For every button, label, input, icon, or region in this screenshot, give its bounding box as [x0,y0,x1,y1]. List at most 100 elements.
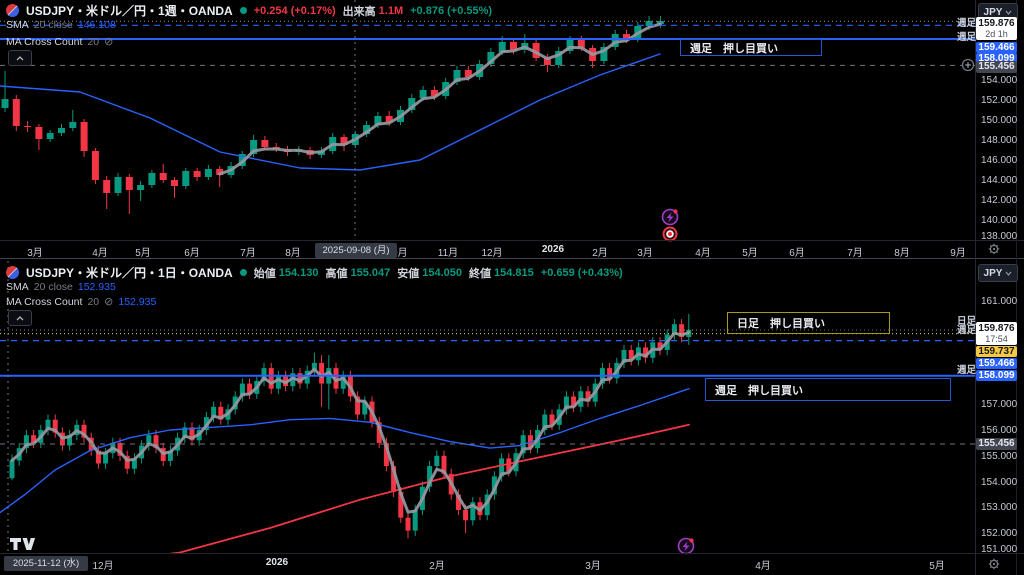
price-tick: 140.000 [981,215,1018,226]
slash-circle-icon: ⊘ [104,36,114,48]
date-tick: 7月 [847,248,863,259]
price-tick: 148.000 [981,135,1018,146]
line-tag-weekly-2: 週足 [956,365,976,376]
date-tick: 2026 [265,557,289,568]
line-tag-daily: 日足 [956,316,976,327]
price-tick: 152.000 [981,528,1018,540]
symbol-header-weekly: USDJPY・米ドル／円・1週・OANDA +0.254 (+0.17%) 出来… [6,2,492,19]
open-label: 始値 [253,267,276,280]
price-axis-border [975,0,976,575]
currency-label: JPY [983,6,1003,18]
level-price-label: 159.466 [976,42,1017,53]
market-status-dot [239,7,247,14]
close-value: 154.815 [494,266,534,279]
date-tick: 3月 [585,561,601,572]
price-tick: 142.000 [981,195,1018,206]
indicator-value: 146.108 [77,19,116,31]
indicator-params: 20 [87,35,100,48]
line-tag-weekly-1: 週足 [956,18,976,29]
crosshair-date-label-daily: 2025-11-12 (水) [4,556,88,571]
indicator-row-macross-daily: MA Cross Count 20 ⊘ 152.935 [6,295,157,309]
date-tick: 2月 [429,561,445,572]
open-value: 154.130 [278,266,319,279]
line-tag-weekly-1: 週足 [956,325,976,336]
slash-circle-icon: ⊘ [104,296,114,308]
indicator-value: 152.935 [118,295,157,308]
ma-cross-line [218,22,662,176]
price-tick: 153.000 [981,502,1018,514]
price-tick: 154.000 [981,476,1018,488]
price-tick: 146.000 [981,155,1018,166]
price-tick: 138.000 [981,231,1018,242]
indicator-params: 20 [87,295,100,308]
volume-label: 出来高 [342,5,376,18]
price-tick: 156.000 [981,425,1018,436]
indicator-name[interactable]: SMA [6,19,29,31]
last-price-label-daily: 159.876 17:54 [976,322,1017,345]
lightning-badge-icon[interactable] [661,208,679,226]
collapse-pane-button[interactable] [8,50,32,66]
bar-countdown: 2d 1h [985,29,1008,39]
level-price-label: 155.456 [976,438,1017,450]
date-tick: 4月 [695,248,711,259]
indicator-name[interactable]: MA Cross Count [6,35,83,48]
sma-line [0,53,661,171]
line-tag-weekly-2: 週足 [956,32,976,43]
gear-icon[interactable] [988,243,1000,255]
currency-selector-daily[interactable]: JPY [978,264,1018,282]
date-tick: 4月 [755,561,771,572]
pane1-plot[interactable] [0,0,975,240]
last-price-label-weekly: 159.876 2d 1h [976,17,1017,40]
low-label: 安値 [397,267,420,280]
annotation-weekly-buy[interactable]: 週足 押し目買い [680,39,822,56]
chevron-up-icon [16,55,24,60]
date-tick: 5月 [742,248,758,259]
indicator-row-sma-daily: SMA 20 close 152.935 [6,281,116,293]
indicator-row-sma-weekly: SMA 20 close 146.108 [6,19,116,31]
date-tick: 9月 [950,248,966,259]
collapse-pane-button[interactable] [8,310,32,326]
ma-cross-line [10,331,691,514]
date-tick: 5月 [929,561,945,572]
chevron-down-icon [1005,10,1012,15]
tradingview-logo[interactable] [10,538,36,550]
indicator-row-macross-weekly: MA Cross Count 20 ⊘ [6,35,114,49]
indicator-params: 20 close [33,19,73,31]
indicator-name[interactable]: SMA [6,281,29,293]
secondary-change: +0.876 (+0.55%) [410,4,493,17]
price-tick: 154.000 [981,75,1018,86]
date-tick: 5月 [135,248,151,259]
high-label: 高値 [325,267,348,280]
price-tick: 152.000 [981,95,1018,106]
symbol-title-daily[interactable]: USDJPY・米ドル／円・1日・OANDA [26,266,233,280]
crosshair-date-label-weekly: 2025-09-08 (月) [315,243,397,258]
price-change: +0.254 (+0.17%) [253,4,336,17]
plus-circle-icon[interactable] [961,58,975,72]
lightning-badge-icon[interactable] [677,537,695,555]
symbol-title-weekly[interactable]: USDJPY・米ドル／円・1週・OANDA [26,4,233,18]
level-price-label: 155.456 [976,61,1017,73]
gear-icon[interactable] [988,558,1000,570]
price-tick: 155.000 [981,450,1018,462]
price-tick: 144.000 [981,175,1018,186]
high-value: 155.047 [350,266,391,279]
sma-line [0,388,690,514]
record-icon[interactable] [662,226,678,242]
level-price-label: 158.099 [976,53,1017,64]
indicator-name[interactable]: MA Cross Count [6,295,83,308]
instrument-logo [6,4,19,17]
indicator-params: 20 close [33,281,73,293]
indicator-value: 152.935 [77,281,116,293]
date-tick: 2月 [592,248,608,259]
price-tick: 157.000 [981,399,1018,411]
price-tick: 151.000 [981,544,1018,555]
pane-divider[interactable] [0,258,1024,259]
date-tick: 4月 [92,248,108,259]
pane2-axis-border [0,553,1024,554]
date-tick: 8月 [285,248,301,259]
annotation-daily-buy[interactable]: 日足 押し目買い [727,312,890,334]
symbol-header-daily: USDJPY・米ドル／円・1日・OANDA 始値 154.130 高値 155.… [6,264,623,281]
date-tick: 11月 [437,248,459,259]
annotation-weekly-buy[interactable]: 週足 押し目買い [705,378,951,401]
